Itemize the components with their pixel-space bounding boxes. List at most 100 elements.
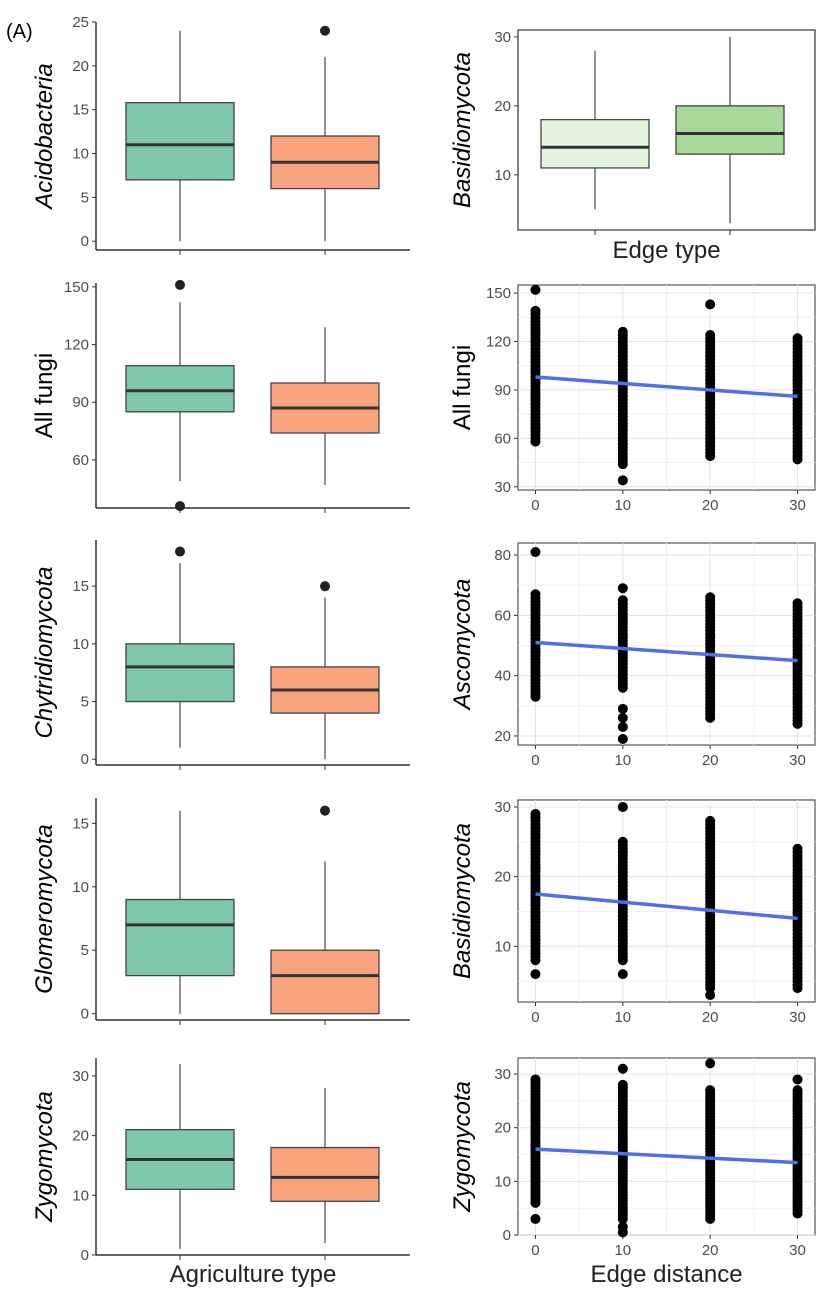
- panel-basidio-edge: 10 20 30 0 10 20 30 Basidiomycota: [449, 799, 816, 1026]
- x-tick-label: 30: [789, 1009, 806, 1026]
- x-axis-label: Edge type: [612, 237, 720, 264]
- panel-zygo-agri: 0 10 20 30 Zygomycota Agriculture type: [31, 1058, 410, 1288]
- box-2: [675, 36, 785, 224]
- x-tick-label: 0: [531, 1242, 539, 1259]
- data-point: [530, 284, 541, 295]
- data-point: [617, 475, 628, 486]
- y-tick-label: 10: [72, 146, 89, 163]
- y-tick-label: 5: [81, 942, 89, 959]
- data-point: [617, 1227, 628, 1238]
- outlier-point: [175, 279, 185, 290]
- data-point: [705, 330, 716, 341]
- y-axis-label: All fungi: [31, 353, 58, 438]
- data-point: [705, 299, 716, 310]
- box-2: [270, 327, 380, 485]
- box-iqr: [540, 119, 650, 169]
- data-point: [617, 801, 628, 812]
- x-tick-label: 0: [531, 1009, 539, 1026]
- panel-allfungi-agri: 60 90 120 150 All fungi: [31, 279, 410, 513]
- y-tick-label: 15: [72, 578, 89, 595]
- data-point: [792, 1074, 803, 1085]
- y-tick-label: 20: [72, 1128, 89, 1145]
- data-point: [792, 1085, 803, 1096]
- x-tick-label: 30: [789, 1242, 806, 1259]
- y-tick-label: 0: [81, 1006, 89, 1023]
- data-point: [705, 1085, 716, 1096]
- data-point: [617, 712, 628, 723]
- data-point: [617, 969, 628, 980]
- data-point: [530, 547, 541, 558]
- data-point: [705, 592, 716, 603]
- data-point: [617, 836, 628, 847]
- y-tick-label: 10: [72, 1187, 89, 1204]
- data-point: [617, 326, 628, 337]
- y-tick-label: 10: [72, 879, 89, 896]
- x-tick-label: 10: [614, 497, 631, 514]
- y-axis-label: Chytridiomycota: [31, 566, 58, 738]
- y-tick-label: 0: [81, 751, 89, 768]
- points: [530, 284, 803, 486]
- box-1: [125, 30, 235, 242]
- panel-label: (A): [6, 21, 33, 43]
- trend-line: [535, 1147, 798, 1165]
- plot-frame: [517, 29, 816, 231]
- box-iqr: [675, 105, 785, 155]
- box-iqr: [125, 643, 235, 703]
- y-tick-label: 5: [81, 694, 89, 711]
- y-tick-label: 0: [503, 1227, 511, 1244]
- box-iqr: [270, 949, 380, 1015]
- data-point: [705, 990, 716, 1001]
- y-tick-label: 20: [494, 869, 511, 886]
- y-tick-label: 40: [494, 668, 511, 685]
- y-axis-label: Ascomycota: [449, 579, 476, 712]
- data-point: [530, 1074, 541, 1085]
- x-tick-label: 10: [614, 1009, 631, 1026]
- data-point: [792, 333, 803, 344]
- y-tick-label: 30: [494, 479, 511, 496]
- y-axis-label: Basidiomycota: [449, 823, 476, 979]
- outlier-point: [320, 805, 330, 816]
- y-tick-label: 25: [72, 14, 89, 31]
- panel-chytrid-agri: 0 5 10 15 Chytridiomycota: [31, 540, 410, 770]
- y-tick-label: 20: [494, 728, 511, 745]
- y-axis-label: Zygomycota: [449, 1081, 476, 1213]
- y-tick-label: 15: [72, 102, 89, 119]
- y-tick-label: 30: [494, 1066, 511, 1083]
- box-iqr: [125, 102, 235, 181]
- y-tick-label: 90: [494, 382, 511, 399]
- data-point: [705, 815, 716, 826]
- data-point: [617, 1063, 628, 1074]
- x-tick-label: 20: [702, 752, 719, 769]
- x-axis-label: Agriculture type: [170, 1261, 337, 1288]
- box-1: [540, 50, 650, 210]
- data-point: [530, 589, 541, 600]
- panel-allfungi-edge: 30 60 90 120 150 0 10 20 30 All fungi: [449, 284, 816, 514]
- chart-panels: 0 5 10 15 20 25 Acidobacteria 10 20 30 Basidiomyco…: [31, 14, 816, 1288]
- data-point: [617, 595, 628, 606]
- y-axis-label: Glomeromycota: [31, 824, 58, 993]
- y-tick-label: 30: [72, 1068, 89, 1085]
- y-tick-label: 10: [494, 938, 511, 955]
- outlier-point: [320, 25, 330, 36]
- x-tick-label: 10: [614, 1242, 631, 1259]
- box-iqr: [270, 1146, 380, 1202]
- data-point: [530, 808, 541, 819]
- x-tick-label: 0: [531, 497, 539, 514]
- box-2: [270, 581, 380, 760]
- y-tick-label: 0: [81, 1247, 89, 1264]
- y-tick-label: 30: [494, 799, 511, 816]
- y-tick-label: 120: [64, 337, 89, 354]
- data-point: [617, 721, 628, 732]
- data-point: [705, 1058, 716, 1069]
- box-1: [125, 279, 235, 512]
- data-point: [617, 583, 628, 594]
- panel-asco-edge: 20 40 60 80 0 10 20 30 Ascomycota: [449, 542, 816, 769]
- x-tick-label: 0: [531, 752, 539, 769]
- x-tick-label: 20: [702, 1009, 719, 1026]
- y-tick-label: 60: [494, 430, 511, 447]
- x-tick-label: 10: [614, 752, 631, 769]
- points: [530, 547, 803, 744]
- y-tick-label: 120: [486, 333, 511, 350]
- box-2: [270, 25, 380, 242]
